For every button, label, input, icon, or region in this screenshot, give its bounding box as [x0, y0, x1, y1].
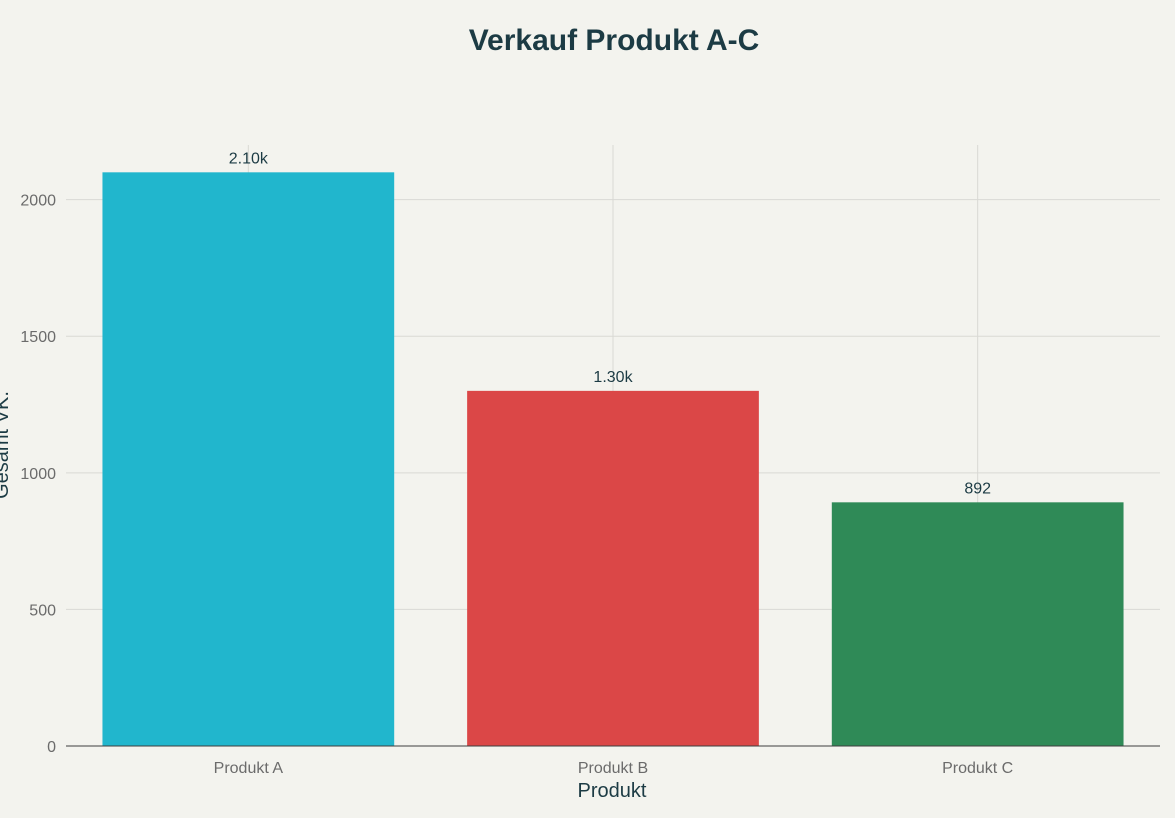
- bars: [102, 172, 1124, 746]
- y-tick-label: 500: [29, 602, 56, 619]
- y-tick-label: 1000: [20, 466, 56, 483]
- y-axis-title: Gesamt VK.: [0, 391, 13, 499]
- y-tick-label: 1500: [20, 329, 56, 346]
- data-label: 2.10k: [229, 150, 269, 167]
- bar: [102, 172, 395, 746]
- y-tick-label: 0: [47, 739, 56, 756]
- y-tick-label: 2000: [20, 193, 56, 210]
- bar: [831, 502, 1124, 746]
- x-tick-label: Produkt C: [942, 760, 1013, 777]
- bar: [467, 390, 759, 746]
- x-tick-label: Produkt B: [578, 760, 648, 777]
- chart-title: Verkauf Produkt A-C: [469, 24, 760, 57]
- data-label: 1.30k: [593, 369, 633, 386]
- labels: 0 500 1000 1500 2000 2.10k Produkt A 1.30k Produ…: [20, 150, 1013, 777]
- data-label: 892: [964, 480, 991, 497]
- x-tick-label: Produkt A: [214, 760, 284, 777]
- x-axis-title: Produkt: [578, 780, 647, 802]
